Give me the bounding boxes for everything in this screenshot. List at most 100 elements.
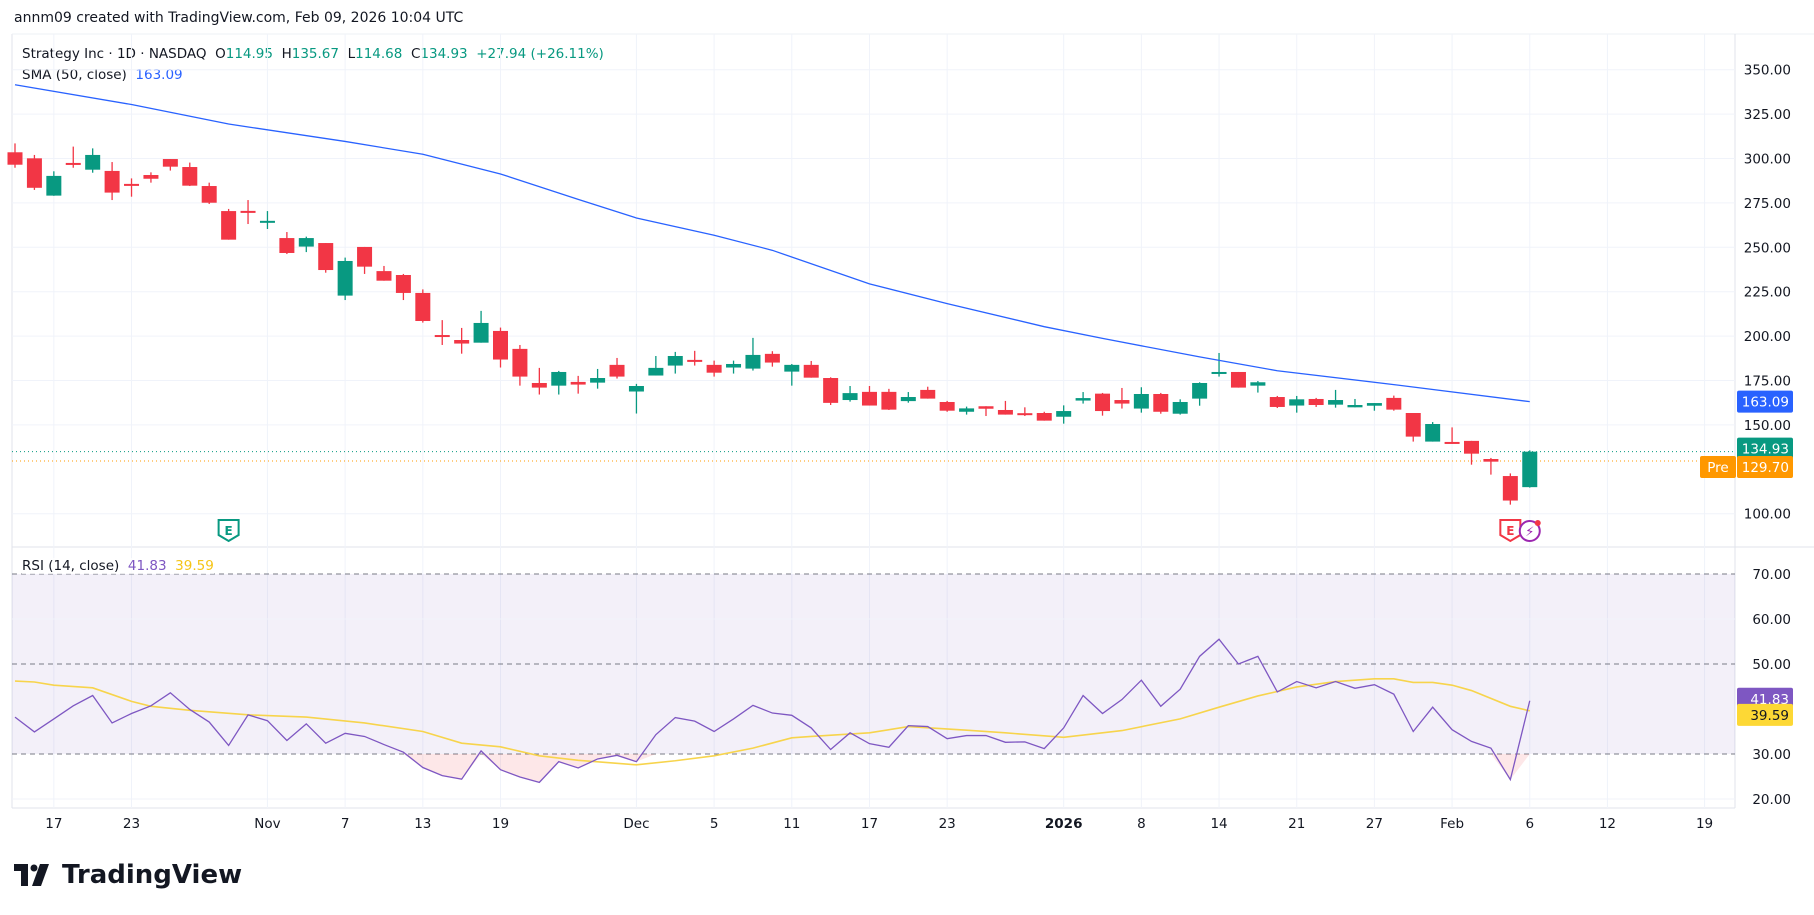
candle bbox=[182, 162, 198, 187]
candle bbox=[1502, 473, 1518, 505]
candle-body bbox=[628, 386, 644, 392]
x-tick-label: 17 bbox=[861, 816, 878, 832]
notification-dot-icon bbox=[1534, 520, 1541, 526]
low-value: 114.68 bbox=[355, 46, 403, 62]
candle bbox=[162, 159, 178, 171]
rsi-oversold-fill bbox=[15, 754, 1530, 783]
price-tick-label: 250.00 bbox=[1744, 240, 1791, 256]
candle bbox=[1425, 422, 1441, 442]
candle bbox=[65, 146, 81, 168]
candle-body bbox=[648, 367, 664, 376]
last-price-label-bg bbox=[1737, 437, 1793, 460]
candle bbox=[1522, 450, 1538, 488]
sma-price-label-text: 163.09 bbox=[1742, 395, 1789, 411]
premarket-price-label-bg bbox=[1737, 455, 1793, 478]
candle-body bbox=[279, 238, 295, 253]
sma-legend[interactable]: SMA (50, close) 163.09 bbox=[22, 65, 604, 86]
candle-body bbox=[415, 292, 431, 322]
chart-credit: annm09 created with TradingView.com, Feb… bbox=[14, 10, 464, 26]
candle-body bbox=[959, 408, 975, 412]
candle bbox=[726, 360, 742, 374]
candle bbox=[1405, 413, 1421, 442]
candle bbox=[1464, 440, 1479, 465]
candle bbox=[842, 386, 858, 402]
candle bbox=[745, 337, 761, 371]
candle bbox=[201, 182, 217, 204]
candle-body bbox=[240, 210, 256, 213]
candle bbox=[318, 243, 334, 273]
candle-body bbox=[1366, 403, 1382, 406]
candle-body bbox=[46, 175, 62, 196]
rsi-legend[interactable]: RSI (14, close) 41.83 39.59 bbox=[22, 558, 214, 574]
candle bbox=[1289, 395, 1305, 413]
candle-body bbox=[900, 397, 916, 402]
candle-body bbox=[920, 389, 936, 399]
price-tick-label: 225.00 bbox=[1744, 285, 1791, 301]
candle-body bbox=[1133, 393, 1149, 409]
premarket-price-label-text: 129.70 bbox=[1742, 460, 1789, 476]
x-tick-label: 23 bbox=[123, 816, 140, 832]
price-tick-label: 300.00 bbox=[1744, 152, 1791, 168]
candle-body bbox=[823, 378, 839, 403]
x-tick-label: Nov bbox=[254, 816, 280, 832]
price-tick-label: 200.00 bbox=[1744, 329, 1791, 345]
sma-value: 163.09 bbox=[135, 67, 183, 83]
candle-body bbox=[1483, 458, 1499, 462]
candle-body bbox=[1095, 393, 1111, 412]
earnings-past-marker[interactable]: E bbox=[217, 519, 240, 543]
candle-body bbox=[1017, 413, 1033, 416]
candle bbox=[259, 211, 275, 230]
candle bbox=[415, 289, 431, 323]
rsi-tick-label: 70.00 bbox=[1752, 567, 1791, 583]
candle-body bbox=[104, 170, 120, 193]
price-tick-label: 150.00 bbox=[1744, 418, 1791, 434]
low-label: L bbox=[347, 46, 356, 62]
rsi-value-label-text: 41.83 bbox=[1750, 692, 1789, 708]
tradingview-logo[interactable]: TradingView bbox=[14, 860, 242, 890]
candle-body bbox=[803, 364, 819, 378]
x-tick-label: 11 bbox=[783, 816, 800, 832]
earnings-marker[interactable]: E bbox=[1499, 519, 1522, 543]
rsi-band-fill bbox=[12, 574, 1735, 754]
candle bbox=[337, 257, 353, 301]
symbol-legend[interactable]: Strategy Inc · 1D · NASDAQ O114.95 H135.… bbox=[22, 44, 604, 65]
candle-body bbox=[784, 364, 800, 372]
candle-body bbox=[1522, 451, 1538, 488]
candle-body bbox=[1308, 398, 1324, 406]
candle bbox=[434, 320, 450, 345]
candle bbox=[1036, 411, 1052, 421]
candle-body bbox=[434, 335, 450, 338]
rsi-tick-label: 50.00 bbox=[1752, 657, 1791, 673]
candle bbox=[298, 236, 314, 253]
candle-body bbox=[85, 154, 101, 170]
candle-body bbox=[201, 186, 217, 203]
x-tick-label: 5 bbox=[710, 816, 719, 832]
candle bbox=[881, 388, 897, 410]
x-tick-label: 8 bbox=[1137, 816, 1146, 832]
candle-body bbox=[1425, 424, 1441, 442]
news-marker[interactable]: ⚡ bbox=[1518, 520, 1541, 542]
candle-body bbox=[842, 393, 858, 401]
candle-body bbox=[162, 159, 178, 167]
candle-body bbox=[1211, 371, 1227, 374]
candle-body bbox=[1153, 393, 1169, 412]
candle-body bbox=[221, 211, 237, 240]
candle-body bbox=[861, 391, 877, 406]
rsi-line bbox=[14, 638, 1531, 784]
candle-body bbox=[687, 359, 703, 362]
candle-body bbox=[726, 363, 742, 368]
rsi-value: 41.83 bbox=[127, 558, 167, 574]
symbol-title: Strategy Inc · 1D · NASDAQ bbox=[22, 46, 207, 62]
candle-body bbox=[667, 355, 683, 366]
rsi-ma-value-label-text: 39.59 bbox=[1750, 708, 1789, 724]
candle bbox=[861, 386, 877, 406]
chart-canvas[interactable]: 17 23 Nov 7 13 19 Dec 5 11 17 23 2026 8 14 21 27 Feb 6 12 1… bbox=[0, 0, 1814, 850]
candle bbox=[85, 148, 101, 173]
close-label: C bbox=[410, 46, 421, 62]
open-value: 114.95 bbox=[225, 46, 273, 62]
candle-body bbox=[1192, 382, 1208, 399]
rsi-tick-label: 60.00 bbox=[1752, 612, 1791, 628]
candle bbox=[493, 327, 508, 368]
candle-body bbox=[318, 243, 334, 271]
candle-body bbox=[1328, 400, 1344, 405]
